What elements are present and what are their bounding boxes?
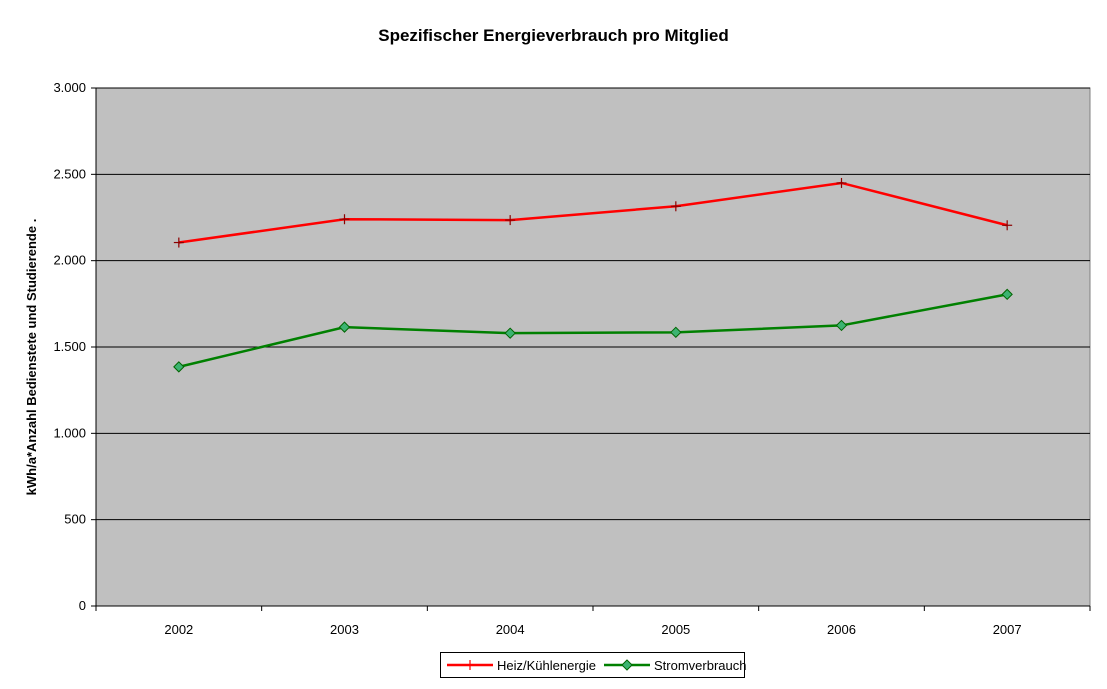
y-tick-label: 1.500 (53, 339, 86, 354)
y-axis-ticks: 0 500 1.000 1.500 2.000 2.500 3.000 (53, 80, 96, 613)
y-tick-label: 0 (79, 598, 86, 613)
x-tick-label: 2005 (661, 622, 690, 637)
chart-title: Spezifischer Energieverbrauch pro Mitgli… (378, 26, 729, 45)
x-tick-label: 2004 (496, 622, 525, 637)
data-point (173, 361, 185, 373)
legend-label-heiz: Heiz/Kühlenergie (497, 657, 597, 673)
y-tick-label: 1.000 (53, 425, 86, 440)
y-tick-label: 2.500 (53, 166, 86, 181)
series-group (173, 177, 1013, 373)
y-tick-label: 2.000 (53, 253, 86, 268)
data-point (338, 321, 351, 333)
x-tick-label: 2003 (330, 622, 359, 637)
x-tick-label: 2007 (993, 622, 1022, 637)
data-point (173, 237, 184, 248)
y-tick-label: 3.000 (53, 80, 86, 95)
data-point (505, 215, 516, 226)
data-point (836, 177, 847, 188)
legend-swatch-heiz (447, 660, 493, 670)
data-point (835, 319, 848, 332)
legend-item-heiz: Heiz/Kühlenergie (445, 658, 596, 673)
series-line-0 (178, 181, 1008, 244)
data-point (670, 201, 681, 212)
legend-swatch-strom (604, 659, 651, 671)
data-point (504, 327, 516, 339)
data-point (1002, 220, 1013, 231)
x-tick-label: 2006 (827, 622, 856, 637)
legend-label-strom: Stromverbrauch (654, 657, 747, 673)
y-axis-title: kWh/a*Anzahl Bedienstete und Studierende… (24, 219, 39, 496)
legend-item-strom: Stromverbrauch (602, 657, 747, 673)
data-point (1001, 288, 1013, 301)
x-axis-ticks: 2002 2003 2004 2005 2006 2007 (95, 606, 1091, 637)
data-point (670, 326, 682, 339)
data-point (339, 214, 350, 225)
x-tick-label: 2002 (164, 622, 193, 637)
series-line-1 (178, 293, 1008, 369)
legend: Heiz/Kühlenergie Stromverbrauch (440, 652, 747, 678)
y-tick-label: 500 (64, 512, 86, 527)
gridlines (96, 87, 1090, 521)
